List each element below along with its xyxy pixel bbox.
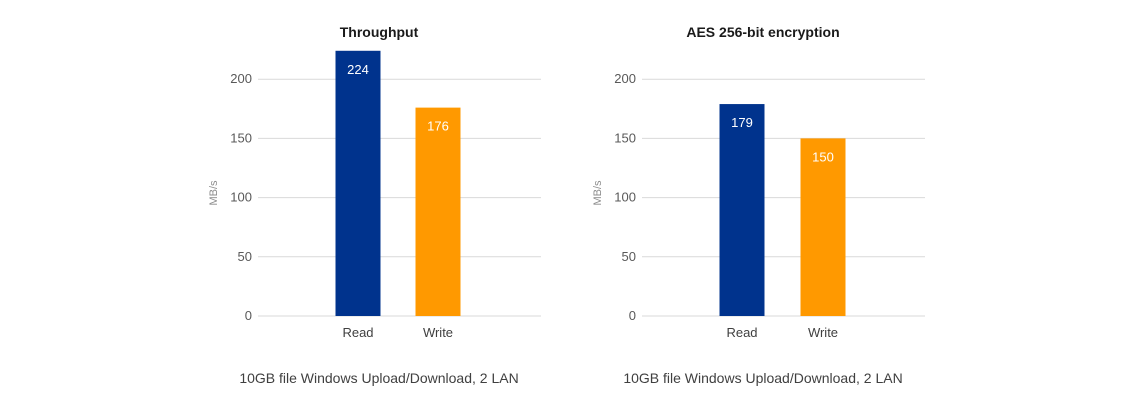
data-label-read: 179 xyxy=(731,115,753,130)
y-axis-label: MB/s xyxy=(208,180,220,206)
data-label-write: 150 xyxy=(812,149,834,164)
x-tick-label-write: Write xyxy=(808,325,838,340)
chart-footnote: 10GB file Windows Upload/Download, 2 LAN xyxy=(239,370,518,386)
y-tick-label-200: 200 xyxy=(230,71,252,86)
bar-read xyxy=(719,104,765,317)
x-tick-label-read: Read xyxy=(342,325,373,340)
chart-footnote: 10GB file Windows Upload/Download, 2 LAN xyxy=(623,370,902,386)
data-label-write: 176 xyxy=(427,119,449,134)
x-tick-label-read: Read xyxy=(726,325,757,340)
bar-write xyxy=(415,107,461,316)
y-tick-label-200: 200 xyxy=(614,71,636,86)
x-tick-label-write: Write xyxy=(423,325,453,340)
y-tick-label-100: 100 xyxy=(614,190,636,205)
y-axis-label: MB/s xyxy=(592,180,604,206)
y-tick-label-150: 150 xyxy=(230,130,252,145)
y-tick-label-100: 100 xyxy=(230,190,252,205)
y-tick-label-50: 50 xyxy=(622,249,636,264)
data-label-read: 224 xyxy=(347,62,369,77)
bar-write xyxy=(800,138,846,316)
y-tick-label-150: 150 xyxy=(614,130,636,145)
y-tick-label-0: 0 xyxy=(245,308,252,323)
y-tick-label-0: 0 xyxy=(629,308,636,323)
y-tick-label-50: 50 xyxy=(238,249,252,264)
bar-read xyxy=(335,50,381,317)
chart-title: AES 256-bit encryption xyxy=(686,24,839,40)
chart-title: Throughput xyxy=(340,24,419,40)
